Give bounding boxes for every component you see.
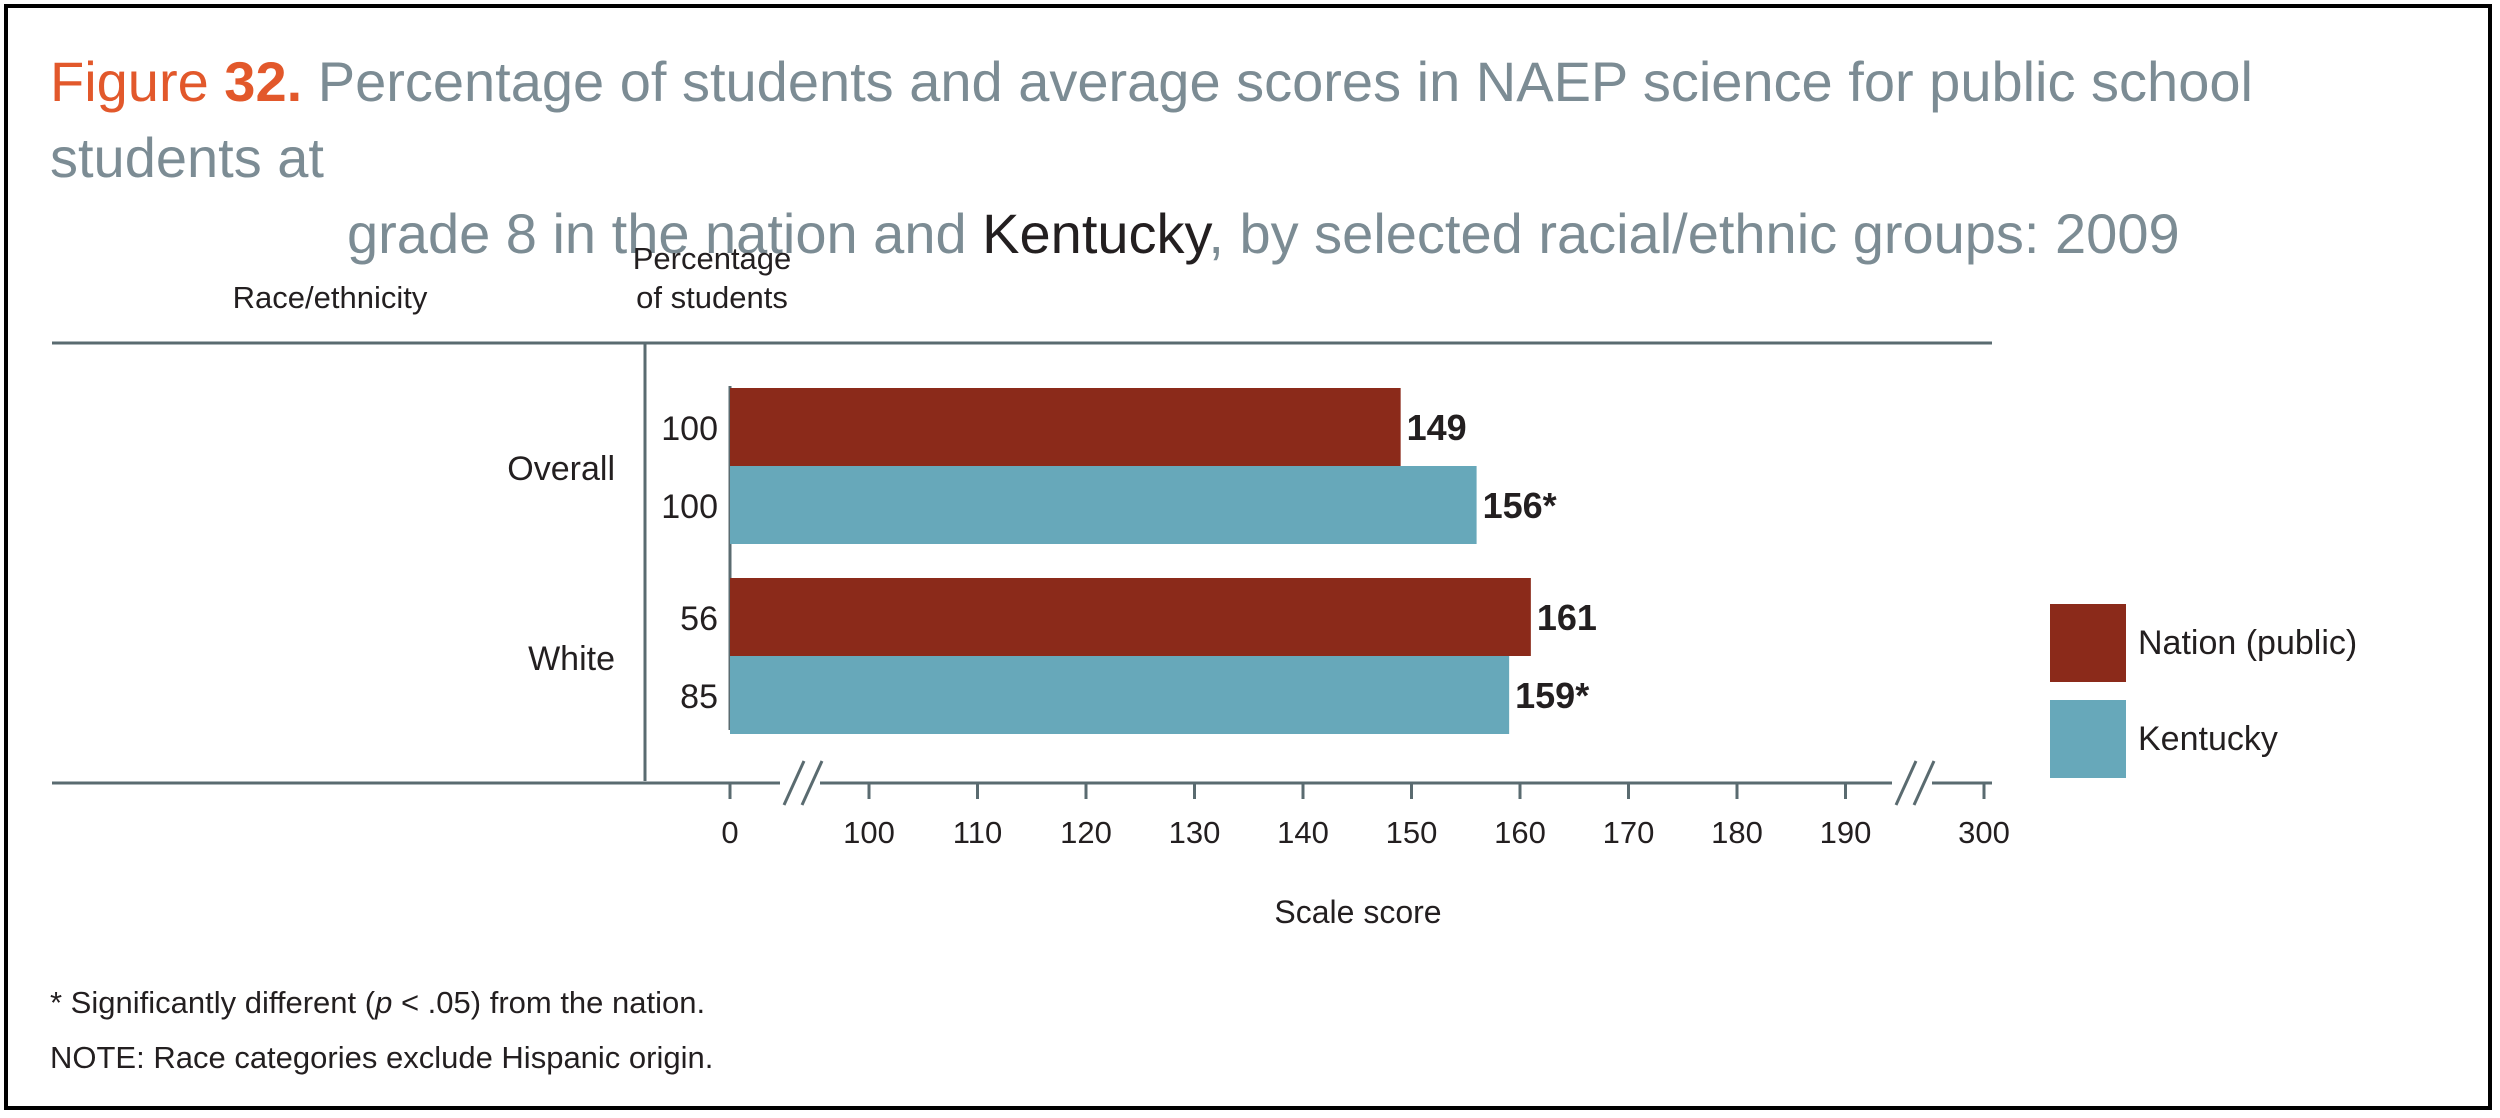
- data-label: 149: [1407, 407, 1467, 448]
- axis-break-slash: [1912, 760, 1936, 806]
- category-label-overall: Overall: [507, 450, 615, 488]
- figure-title: Figure 32. Percentage of students and av…: [50, 44, 2450, 272]
- figure-word: Figure: [50, 50, 209, 113]
- header-of-students: of students: [636, 280, 788, 315]
- bar-nation-white: [730, 578, 1531, 656]
- x-tick-label: 150: [1386, 815, 1438, 850]
- legend-label-nation: Nation (public): [2138, 624, 2357, 662]
- data-label: 161: [1537, 597, 1597, 638]
- footnote-significance: * Significantly different (p < .05) from…: [50, 985, 705, 1021]
- figure-number: 32.: [224, 50, 303, 113]
- bar-nation-overall: [730, 388, 1401, 466]
- x-axis-title: Scale score: [1274, 894, 1441, 930]
- x-tick-label: 120: [1060, 815, 1112, 850]
- x-tick-label: 190: [1820, 815, 1872, 850]
- axis-break-slash: [1894, 760, 1918, 806]
- footnote-sig-suffix: < .05) from the nation.: [392, 985, 706, 1020]
- x-tick-label: 130: [1169, 815, 1221, 850]
- header-percentage: Percentage: [633, 241, 792, 276]
- x-tick-label: 170: [1603, 815, 1655, 850]
- footnote-note: NOTE: Race categories exclude Hispanic o…: [50, 1040, 714, 1075]
- legend-swatch-kentucky: [2050, 700, 2126, 778]
- footnote-sig-p: p: [375, 985, 393, 1020]
- category-label-white: White: [528, 640, 615, 678]
- x-tick-label: 100: [843, 815, 895, 850]
- figure-frame: [4, 4, 2492, 1110]
- bar-kentucky-white: [730, 656, 1510, 734]
- title-line2: grade 8 in the nation and Kentucky, by s…: [50, 196, 2450, 272]
- x-tick-label: 110: [953, 815, 1002, 850]
- x-tick-label: 0: [721, 815, 738, 850]
- footnote-sig-prefix: * Significantly different (: [50, 985, 376, 1020]
- percent-of-students: 56: [680, 600, 718, 638]
- legend-swatch-nation: [2050, 604, 2126, 682]
- legend-label-kentucky: Kentucky: [2138, 720, 2278, 758]
- title-line2-post: , by selected racial/ethnic groups: 2009: [1208, 202, 2180, 265]
- chart-marks: 0 100 110 120 130 140 150 160 170 180 190 300 Overal…: [52, 388, 2357, 850]
- data-label: 159*: [1515, 675, 1589, 716]
- axis-break-slash: [782, 760, 806, 806]
- x-tick-label: 160: [1494, 815, 1546, 850]
- x-tick-label: 180: [1711, 815, 1763, 850]
- title-line2-pre: grade 8 in the nation and: [347, 202, 967, 265]
- x-tick-label: 140: [1277, 815, 1329, 850]
- axis-break-slash: [800, 760, 824, 806]
- title-highlight: Kentucky: [982, 202, 1209, 265]
- bar-kentucky-overall: [730, 466, 1477, 544]
- data-label: 156*: [1483, 485, 1557, 526]
- header-race: Race/ethnicity: [233, 280, 428, 315]
- percent-of-students: 100: [661, 488, 718, 526]
- percent-of-students: 100: [661, 410, 718, 448]
- title-line1: Percentage of students and average score…: [50, 50, 2253, 189]
- x-tick-label: 300: [1958, 815, 2010, 850]
- percent-of-students: 85: [680, 678, 718, 716]
